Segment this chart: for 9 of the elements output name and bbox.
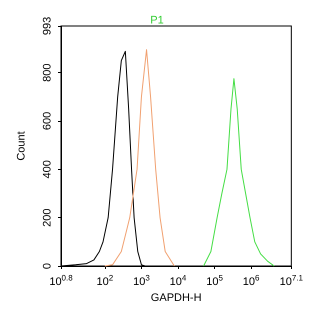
y-tick-label: 0 <box>42 262 54 270</box>
y-tick-label: 200 <box>42 208 54 227</box>
y-axis-title: Count <box>16 131 28 161</box>
x-axis-title: GAPDH-H <box>150 292 202 304</box>
y-tick-label: 800 <box>42 63 54 82</box>
y-tick-label: 993 <box>42 16 54 36</box>
chart-title: P1 <box>150 14 164 26</box>
y-tick-label: 600 <box>42 112 54 130</box>
y-tick-label: 400 <box>42 160 54 179</box>
